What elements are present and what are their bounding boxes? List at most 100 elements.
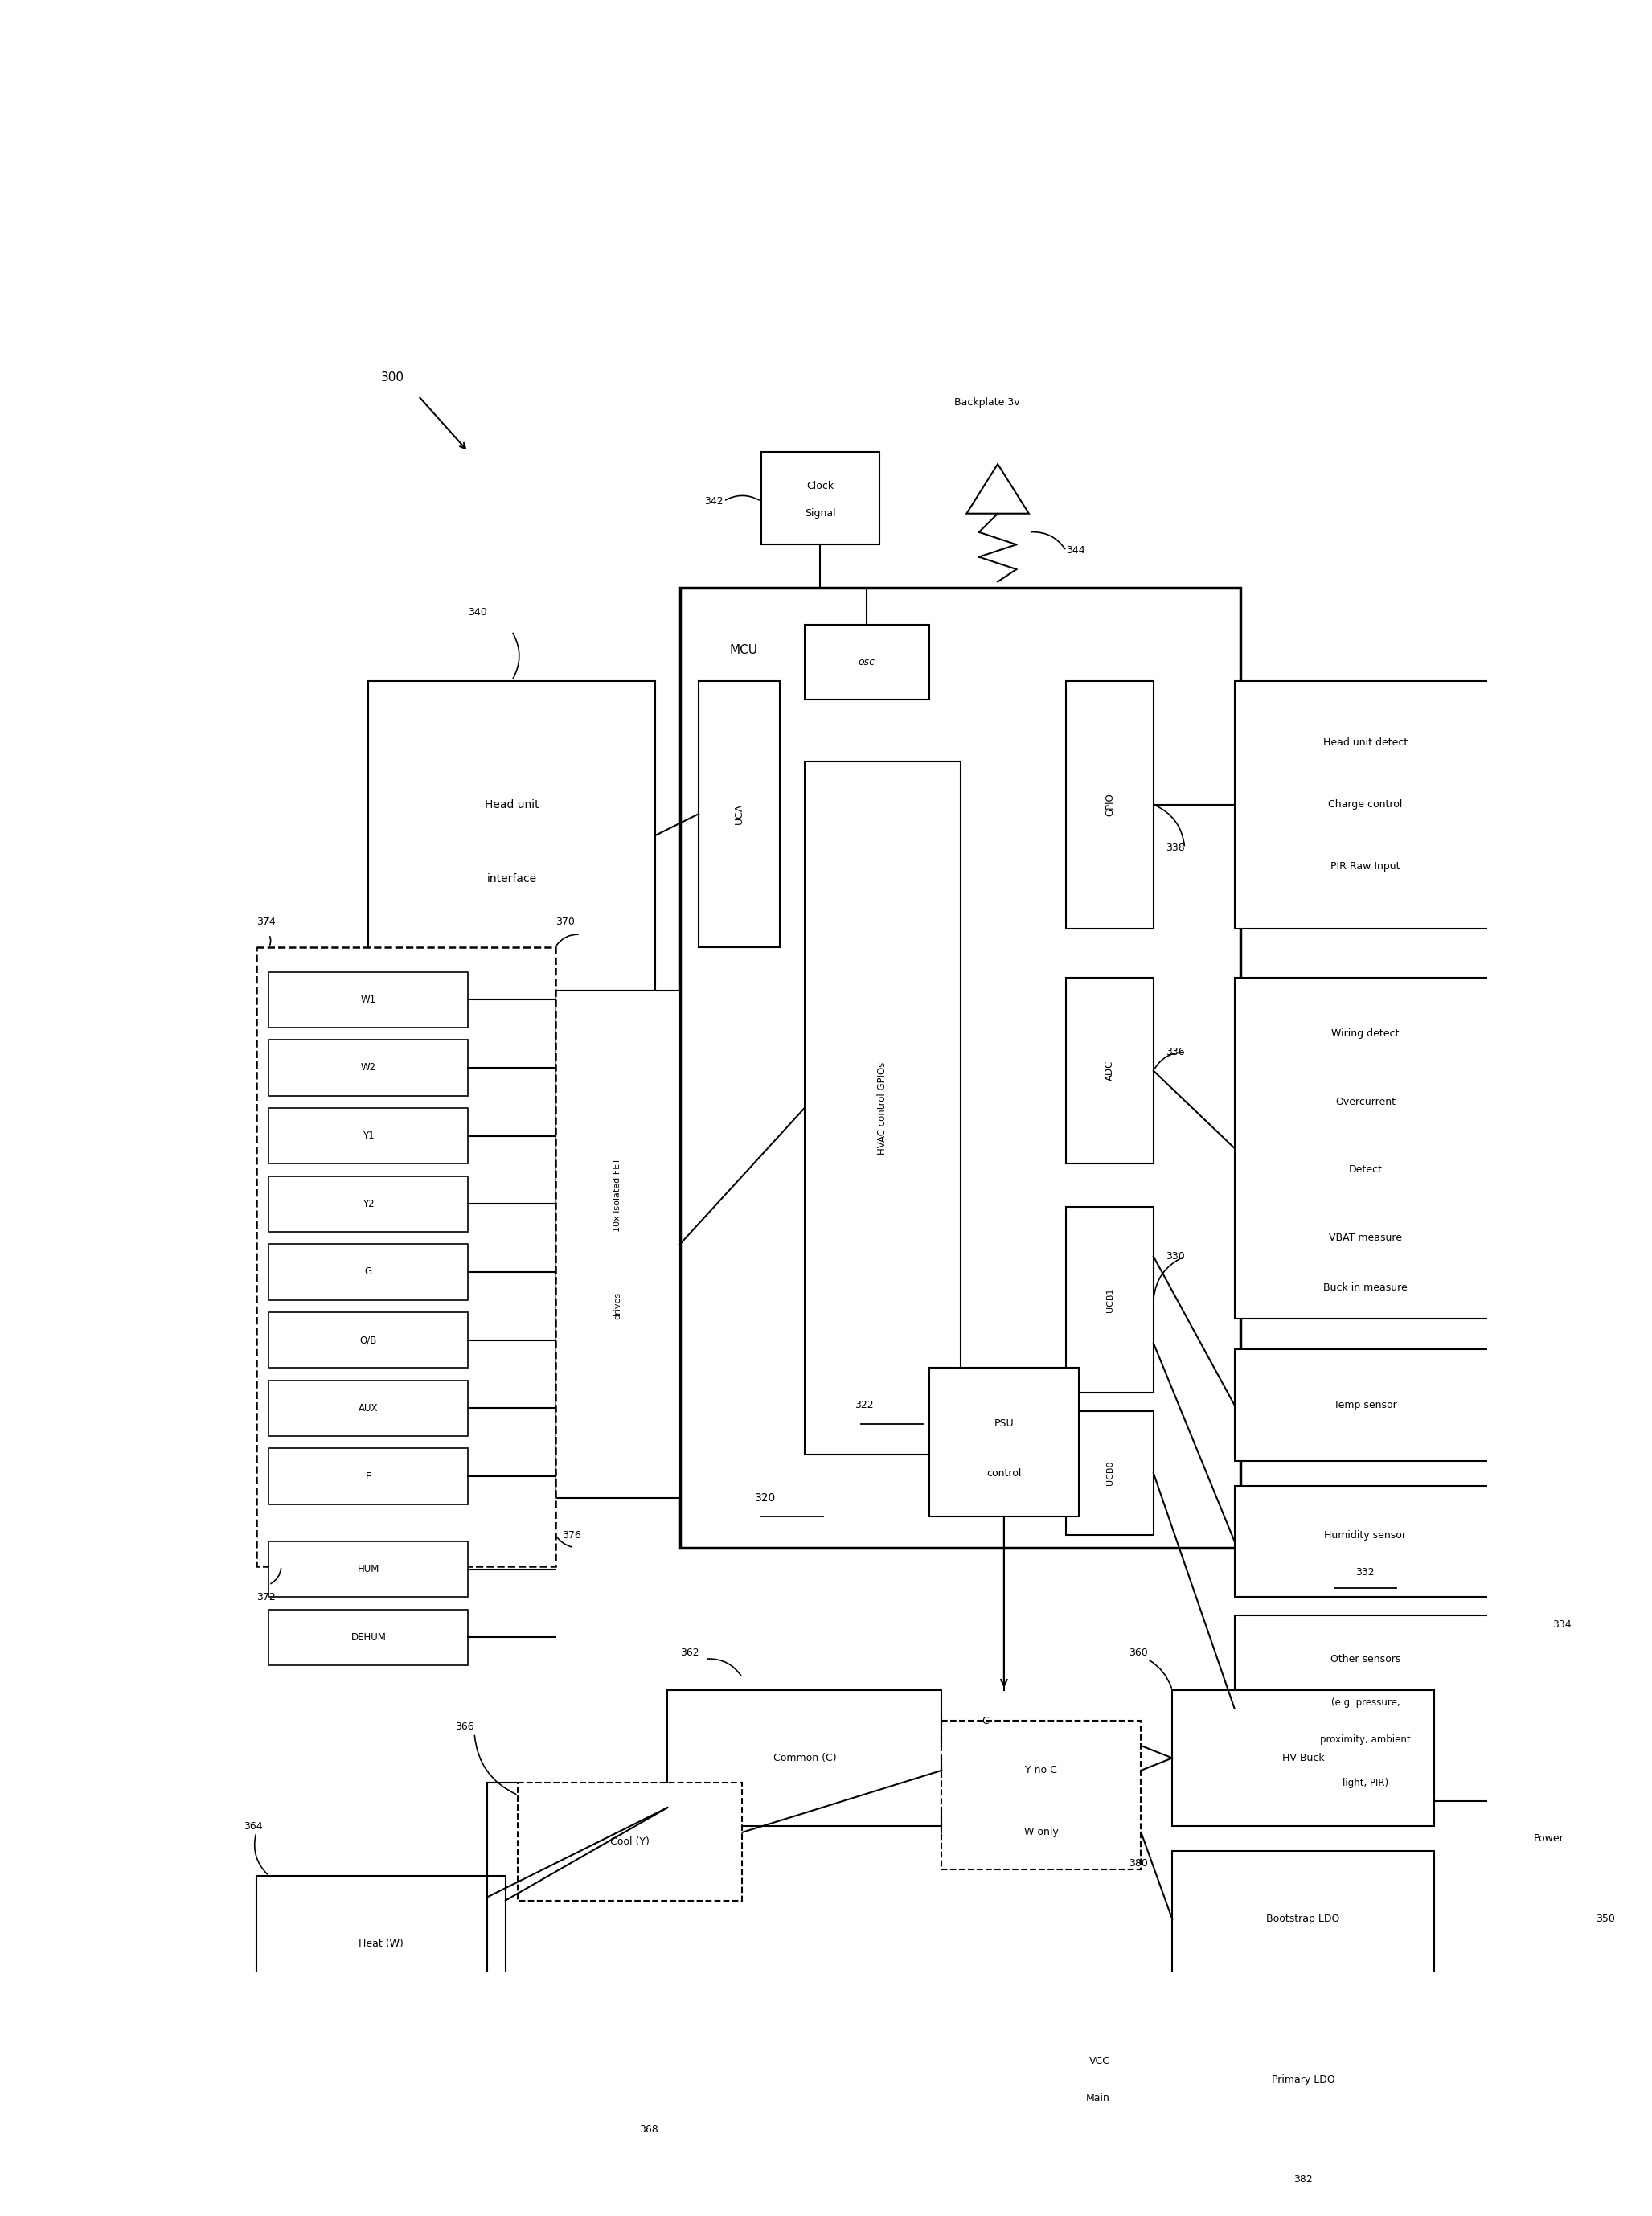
Bar bbox=[269, 1108, 468, 1163]
Text: (e.g. pressure,: (e.g. pressure, bbox=[1332, 1697, 1399, 1709]
Text: Cool (Y): Cool (Y) bbox=[611, 1837, 649, 1846]
Bar bbox=[269, 1177, 468, 1232]
Bar bbox=[667, 1691, 942, 1826]
Text: PSU: PSU bbox=[995, 1418, 1014, 1429]
Text: 368: 368 bbox=[639, 2125, 659, 2134]
Text: Common (C): Common (C) bbox=[773, 1753, 836, 1764]
Text: 372: 372 bbox=[256, 1591, 276, 1602]
Text: Y no C: Y no C bbox=[1026, 1766, 1057, 1775]
Text: 360: 360 bbox=[1128, 1646, 1148, 1658]
Bar bbox=[1066, 1208, 1153, 1392]
Text: 330: 330 bbox=[1166, 1252, 1184, 1261]
Text: 374: 374 bbox=[256, 917, 276, 929]
Text: 332: 332 bbox=[1356, 1567, 1374, 1578]
Bar bbox=[1234, 1615, 1497, 1802]
Text: 362: 362 bbox=[681, 1646, 699, 1658]
Bar bbox=[1234, 1350, 1497, 1460]
Text: Bootstrap LDO: Bootstrap LDO bbox=[1267, 1915, 1340, 1923]
Text: W1: W1 bbox=[360, 995, 377, 1004]
Bar bbox=[555, 991, 681, 1498]
Text: interface: interface bbox=[487, 873, 537, 884]
Text: Power: Power bbox=[1533, 1833, 1564, 1844]
Bar bbox=[269, 1312, 468, 1367]
Text: PIR Raw Input: PIR Raw Input bbox=[1330, 862, 1401, 871]
Bar bbox=[269, 1609, 468, 1664]
Text: MCU: MCU bbox=[730, 645, 758, 656]
Text: 334: 334 bbox=[1553, 1620, 1571, 1631]
Bar bbox=[1234, 680, 1497, 929]
Text: E: E bbox=[365, 1471, 372, 1483]
Text: VBAT measure: VBAT measure bbox=[1328, 1232, 1403, 1243]
Text: 344: 344 bbox=[1066, 545, 1085, 556]
Text: HVAC control GPIOs: HVAC control GPIOs bbox=[877, 1061, 887, 1155]
Bar bbox=[699, 680, 780, 946]
Text: Primary LDO: Primary LDO bbox=[1272, 2074, 1335, 2085]
Text: Backplate 3v: Backplate 3v bbox=[955, 397, 1019, 408]
Text: 300: 300 bbox=[382, 372, 405, 383]
Text: 376: 376 bbox=[562, 1529, 582, 1540]
Bar bbox=[681, 587, 1241, 1547]
Text: control: control bbox=[986, 1467, 1021, 1478]
Bar bbox=[269, 1542, 468, 1598]
Text: 338: 338 bbox=[1166, 842, 1184, 853]
Bar bbox=[928, 1367, 1079, 1516]
Text: G: G bbox=[365, 1268, 372, 1276]
Bar bbox=[269, 973, 468, 1028]
Text: UCB1: UCB1 bbox=[1105, 1287, 1113, 1312]
Bar bbox=[269, 1381, 468, 1436]
Text: 382: 382 bbox=[1294, 2174, 1313, 2185]
Bar bbox=[269, 1039, 468, 1095]
Bar bbox=[1234, 977, 1497, 1319]
Bar bbox=[762, 452, 879, 545]
Bar bbox=[1234, 1485, 1497, 1598]
Bar bbox=[1066, 1412, 1153, 1536]
Text: GPIO: GPIO bbox=[1105, 793, 1115, 815]
Text: osc: osc bbox=[859, 656, 876, 667]
Text: HV Buck: HV Buck bbox=[1282, 1753, 1325, 1764]
Text: Y2: Y2 bbox=[362, 1199, 375, 1210]
Text: Overcurrent: Overcurrent bbox=[1335, 1097, 1396, 1108]
Text: ADC: ADC bbox=[1105, 1061, 1115, 1081]
Bar bbox=[368, 680, 656, 991]
Bar bbox=[269, 1243, 468, 1301]
Bar bbox=[256, 1875, 506, 2012]
Text: drives: drives bbox=[613, 1292, 621, 1321]
Bar bbox=[269, 1449, 468, 1505]
Text: Other sensors: Other sensors bbox=[1330, 1653, 1401, 1664]
Text: 336: 336 bbox=[1166, 1046, 1184, 1057]
Text: Head unit: Head unit bbox=[484, 800, 539, 811]
Text: 364: 364 bbox=[244, 1822, 263, 1830]
Text: HUM: HUM bbox=[357, 1564, 380, 1573]
Text: VCC: VCC bbox=[1089, 2056, 1110, 2068]
Bar bbox=[1173, 1850, 1434, 1988]
Bar bbox=[1173, 2012, 1434, 2147]
Text: Main: Main bbox=[1085, 2094, 1110, 2103]
Bar bbox=[942, 1722, 1142, 1870]
Bar bbox=[1066, 977, 1153, 1163]
Text: Y1: Y1 bbox=[362, 1130, 375, 1141]
Text: Signal: Signal bbox=[805, 507, 836, 519]
Text: Clock: Clock bbox=[806, 481, 834, 492]
Text: W2: W2 bbox=[360, 1061, 377, 1073]
Text: 350: 350 bbox=[1596, 1915, 1616, 1923]
Bar bbox=[805, 625, 928, 700]
Text: light, PIR): light, PIR) bbox=[1343, 1777, 1388, 1788]
Text: Heat (W): Heat (W) bbox=[358, 1939, 403, 1950]
Text: Buck in measure: Buck in measure bbox=[1323, 1283, 1408, 1292]
Text: AUX: AUX bbox=[358, 1403, 378, 1414]
Bar bbox=[256, 946, 555, 1567]
Bar bbox=[1066, 680, 1153, 929]
Text: 320: 320 bbox=[755, 1491, 776, 1505]
Text: Temp sensor: Temp sensor bbox=[1333, 1401, 1398, 1409]
Text: Humidity sensor: Humidity sensor bbox=[1325, 1529, 1406, 1540]
Text: Charge control: Charge control bbox=[1328, 800, 1403, 809]
Bar bbox=[519, 1784, 742, 1901]
Text: DEHUM: DEHUM bbox=[350, 1631, 387, 1642]
Text: 380: 380 bbox=[1128, 1857, 1148, 1868]
Text: O/B: O/B bbox=[360, 1334, 377, 1345]
Text: 322: 322 bbox=[854, 1401, 874, 1409]
Text: 340: 340 bbox=[468, 607, 487, 618]
Text: proximity, ambient: proximity, ambient bbox=[1320, 1735, 1411, 1744]
Text: UCA: UCA bbox=[733, 802, 745, 824]
Text: Wiring detect: Wiring detect bbox=[1332, 1028, 1399, 1039]
